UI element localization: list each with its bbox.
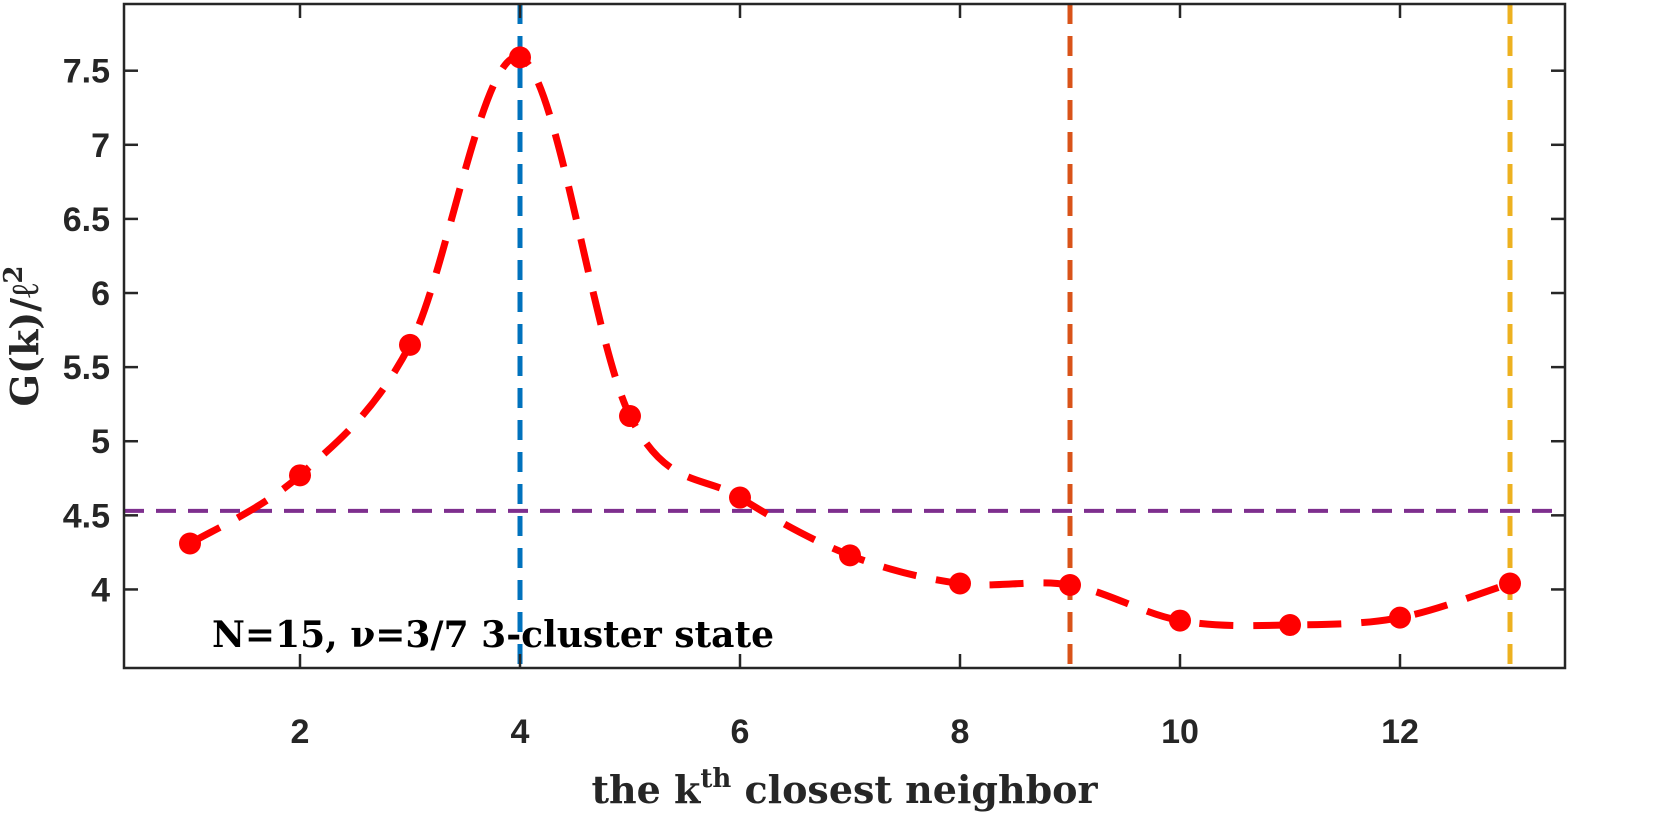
y-tick-label: 6.5 [63,201,110,239]
y-axis-title: G(k)/ℓ2 [0,266,47,407]
data-point-5 [619,405,641,428]
y-tick-label: 4.5 [63,497,110,535]
x-tick-label: 6 [731,713,750,751]
data-point-12 [1389,606,1411,629]
y-axis-title-main: G(k)/ℓ [2,284,47,407]
x-axis-title-suffix: closest neighbor [731,767,1098,812]
data-point-4 [509,46,531,69]
series-layer [179,46,1521,637]
y-tick-label: 7 [91,127,110,165]
data-point-3 [399,333,421,356]
data-point-2 [289,464,311,487]
data-point-6 [729,486,751,509]
labels: 2 4 6 8 10 12 4 4.5 5 5.5 6 6.5 7 7.5 the kth closest … [0,53,1419,812]
plot-frame [122,2,1567,670]
x-axis-title-superscript: th [700,764,731,794]
y-tick-label: 6 [91,275,110,313]
data-point-11 [1279,614,1301,637]
data-point-1 [179,532,201,555]
data-point-9 [1059,574,1081,596]
y-tick-label: 5.5 [63,349,110,387]
x-axis-title: the kth closest neighbor [591,764,1098,812]
x-tick-label: 2 [291,713,310,751]
axes [122,2,1567,670]
x-tick-label: 4 [511,713,530,751]
data-point-7 [839,544,861,567]
data-point-8 [949,572,971,595]
y-tick-label: 7.5 [63,53,110,91]
data-point-13 [1499,572,1521,595]
y-axis-title-superscript: 2 [0,266,29,284]
x-tick-label: 12 [1381,713,1419,751]
reference-lines [124,4,1565,668]
y-tick-label: 5 [91,423,110,461]
x-axis-title-main: the k [591,767,701,812]
series-line [188,53,1512,630]
data-point-10 [1169,609,1191,632]
x-tick-label: 8 [951,713,970,751]
x-tick-label: 10 [1161,713,1199,751]
annotation-text: N=15, ν=3/7 3-cluster state [212,614,774,656]
y-tick-label: 4 [91,571,110,609]
